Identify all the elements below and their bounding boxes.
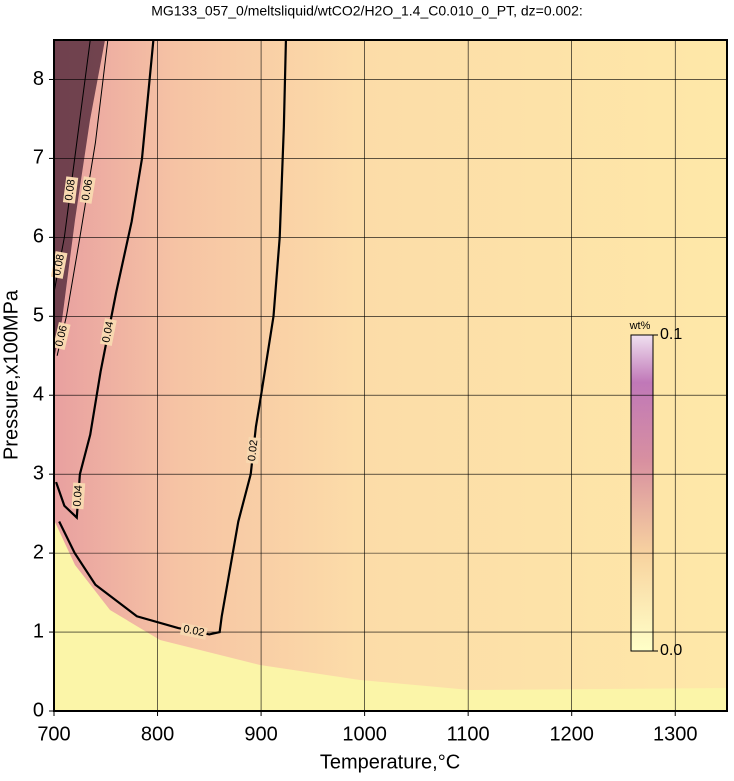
contour-label-bg — [99, 318, 117, 346]
contour-label: 0.02 — [246, 439, 260, 462]
field — [54, 40, 727, 711]
contour-label: 0.04 — [100, 320, 116, 343]
contour-label: 0.08 — [51, 253, 67, 276]
y-tick-label: 4 — [33, 384, 44, 406]
contour-label-bg — [179, 622, 208, 640]
plot-frame — [53, 39, 728, 712]
colorbar-tick-label: 0.0 — [660, 642, 682, 659]
contour-label: 0.02 — [182, 623, 205, 639]
contour-label: 0.06 — [80, 178, 95, 201]
y-tick-label: 5 — [33, 305, 44, 327]
contour-label-bg — [52, 321, 71, 351]
y-axis-label: Pressure,x100MPa — [0, 289, 22, 460]
contour-label: 0.08 — [63, 179, 78, 202]
x-tick-label: 900 — [244, 723, 277, 745]
contour-label-bg — [79, 176, 96, 204]
colorbar — [630, 334, 654, 652]
x-tick-label: 1300 — [653, 723, 698, 745]
y-tick-label: 8 — [33, 68, 44, 90]
x-axis-label: Temperature,°C — [320, 751, 460, 773]
y-tick-label: 3 — [33, 462, 44, 484]
plot-area — [54, 40, 727, 711]
contour-label-bg — [245, 436, 261, 465]
chart-title: MG133_057_0/meltsliquid/wtCO2/H2O_1.4_C0… — [151, 3, 583, 19]
contour-label-bg — [50, 251, 68, 279]
y-tick-label: 7 — [33, 147, 44, 169]
colorbar-tick-label: 0.1 — [660, 326, 682, 343]
y-tick-label: 1 — [33, 620, 44, 642]
x-tick-label: 800 — [141, 723, 174, 745]
contour-label-bg — [62, 176, 79, 204]
x-tick-label: 1100 — [447, 723, 490, 745]
y-tick-label: 2 — [33, 541, 44, 563]
contour-label: 0.06 — [53, 324, 70, 348]
high-region — [54, 40, 105, 360]
contour-label-bg — [71, 482, 86, 510]
contour-line — [55, 39, 155, 521]
contour-line — [58, 39, 288, 636]
y-tick-label: 6 — [33, 226, 44, 248]
low-region — [54, 520, 727, 711]
x-tick-label: 1200 — [549, 723, 594, 745]
x-tick-label: 700 — [37, 723, 70, 745]
x-tick-label: 1000 — [342, 723, 387, 745]
y-tick-label: 0 — [33, 699, 44, 721]
colorbar-label: wt% — [629, 320, 651, 332]
contour-label: 0.04 — [71, 485, 84, 507]
